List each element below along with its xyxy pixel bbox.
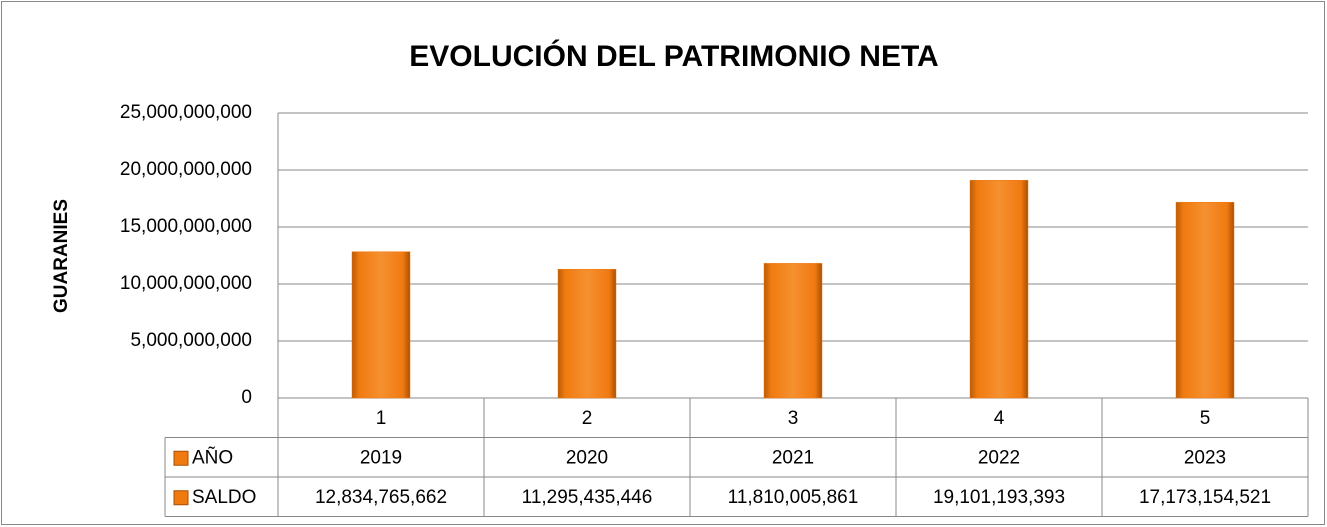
table-cell: 11,810,005,861 (728, 487, 859, 508)
table-cell: 11,295,435,446 (522, 487, 653, 508)
table-cell: 2021 (772, 447, 814, 468)
legend-label: SALDO (192, 487, 256, 508)
table-cell: 2022 (978, 447, 1020, 468)
y-tick-label: 10,000,000,000 (120, 273, 252, 294)
y-axis-label: GUARANIES (51, 199, 72, 313)
legend-label: AÑO (192, 446, 233, 468)
table-cell: 12,834,765,662 (315, 487, 447, 508)
y-tick-label: 15,000,000,000 (120, 216, 252, 237)
legend-key (173, 450, 189, 466)
y-tick-label: 0 (241, 387, 252, 408)
bar (557, 268, 617, 399)
bar (763, 263, 823, 399)
x-tick-label: 2 (582, 408, 593, 429)
bar (351, 251, 411, 399)
table-cell: 17,173,154,521 (1139, 487, 1271, 508)
table-cell: 2020 (566, 447, 608, 468)
y-tick-label: 20,000,000,000 (120, 159, 252, 180)
chart-title: EVOLUCIÓN DEL PATRIMONIO NETA (409, 39, 938, 73)
table-cell: 2019 (360, 447, 402, 468)
x-tick-label: 3 (788, 408, 799, 429)
legend-key (173, 490, 189, 506)
table-cell: 19,101,193,393 (933, 487, 1065, 508)
y-tick-label: 5,000,000,000 (130, 330, 252, 351)
x-tick-label: 1 (376, 408, 387, 429)
x-tick-label: 5 (1200, 408, 1211, 429)
y-tick-label: 25,000,000,000 (120, 102, 252, 123)
table-cell: 2023 (1184, 447, 1226, 468)
bar (1175, 201, 1235, 399)
x-tick-label: 4 (994, 408, 1005, 429)
bar (969, 179, 1029, 399)
